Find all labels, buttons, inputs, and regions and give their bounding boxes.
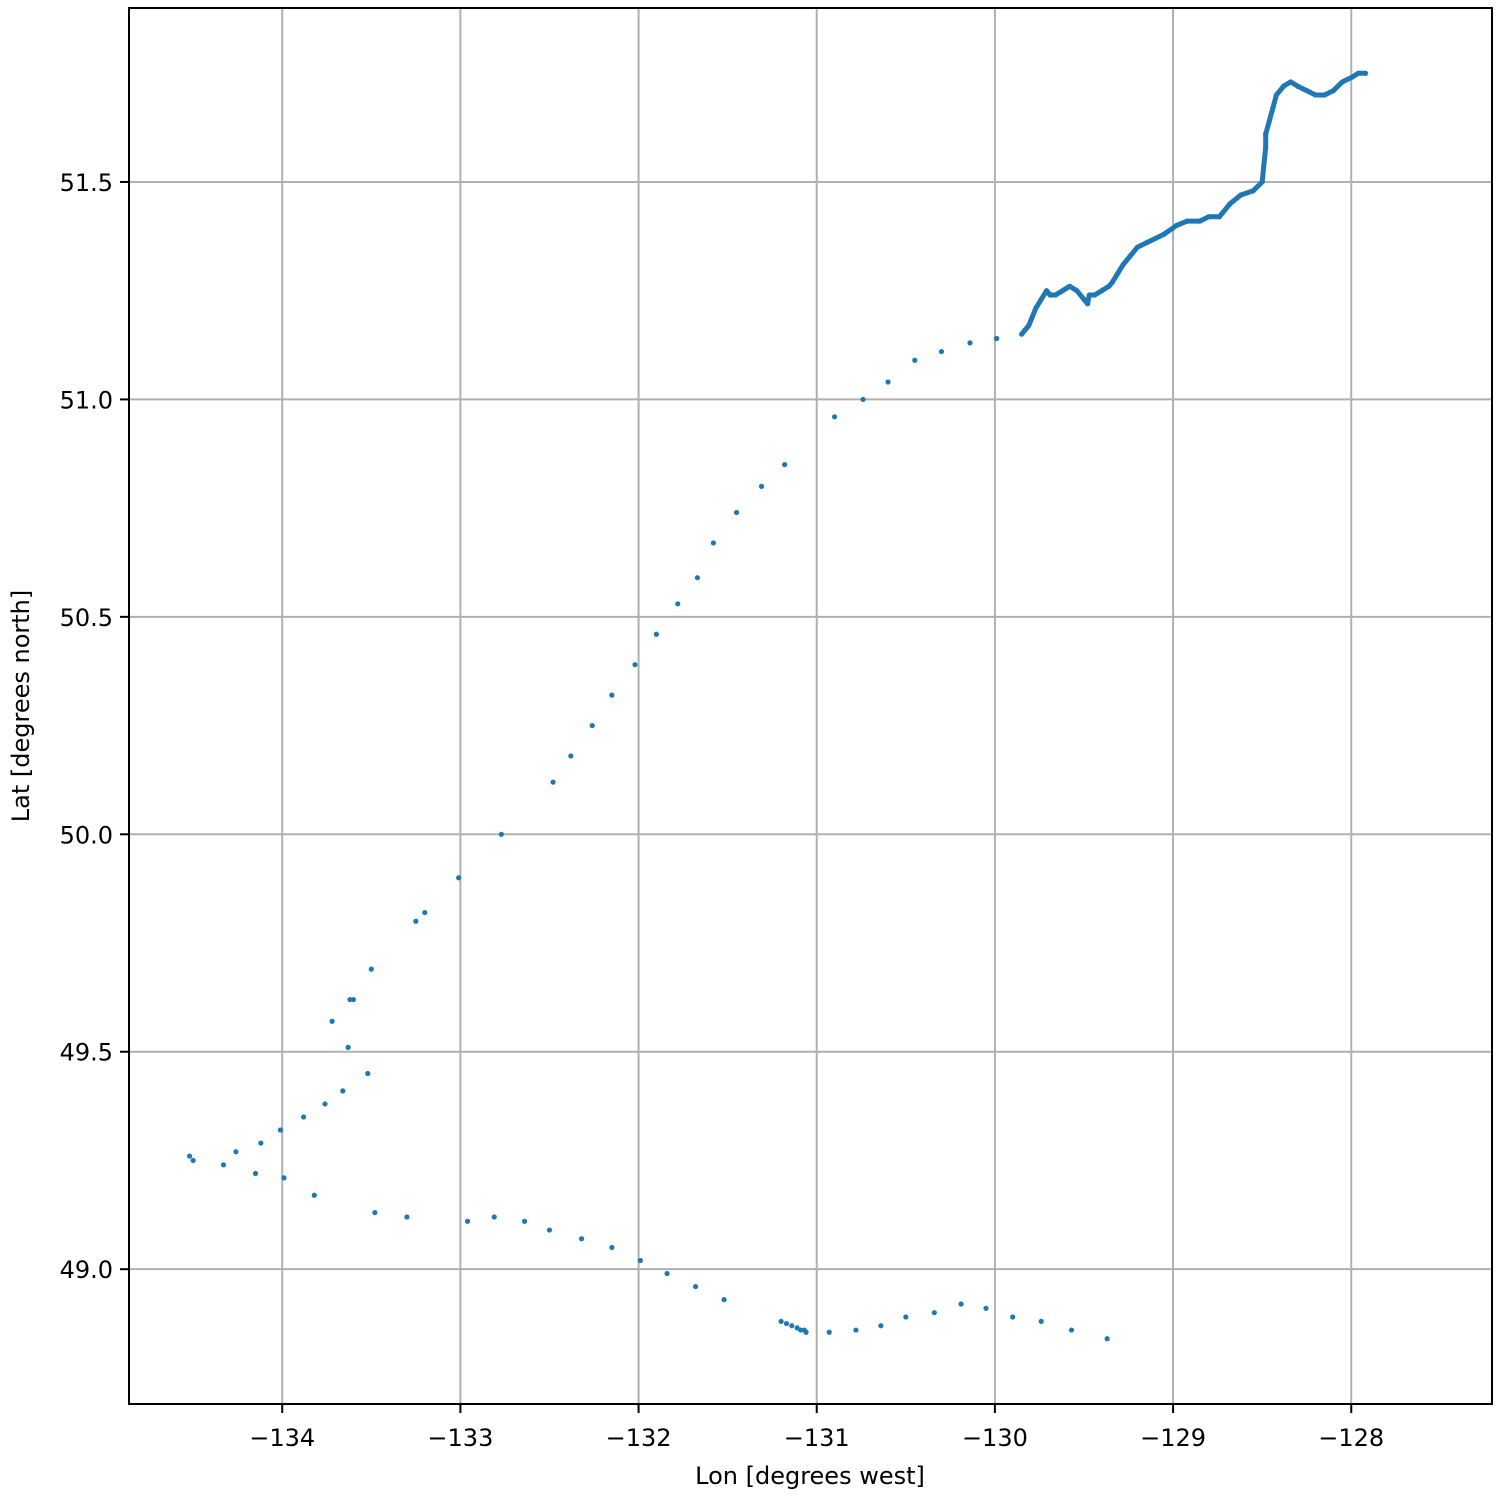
- data-point: [789, 1323, 795, 1329]
- data-point: [233, 1149, 239, 1155]
- x-tick-label: −134: [249, 1424, 315, 1452]
- data-point: [692, 1283, 699, 1290]
- x-tick-label: −129: [1140, 1424, 1206, 1452]
- data-point: [1068, 1327, 1075, 1333]
- data-point: [464, 1218, 471, 1224]
- data-point: [345, 1044, 351, 1050]
- data-point: [938, 348, 945, 355]
- data-point: [186, 1153, 193, 1159]
- data-point: [365, 1070, 371, 1077]
- data-point: [404, 1214, 410, 1220]
- data-point: [220, 1162, 227, 1168]
- data-point: [301, 1114, 307, 1120]
- data-point: [347, 996, 353, 1003]
- data-point: [798, 1327, 804, 1333]
- data-point: [258, 1140, 264, 1146]
- data-point: [190, 1157, 196, 1164]
- y-tick-label: 49.5: [60, 1039, 113, 1067]
- data-point: [632, 662, 638, 668]
- data-point: [1104, 1336, 1110, 1342]
- data-point: [568, 753, 574, 759]
- data-point: [967, 340, 973, 346]
- data-point: [277, 1127, 284, 1133]
- data-point: [329, 1018, 335, 1024]
- data-point: [609, 1244, 615, 1251]
- data-point: [413, 918, 419, 924]
- x-tick-label: −130: [962, 1424, 1028, 1452]
- data-point: [885, 379, 891, 385]
- data-point: [1010, 1314, 1016, 1320]
- data-point: [578, 1236, 585, 1242]
- data-point: [311, 1192, 317, 1198]
- data-point: [456, 875, 462, 881]
- data-point: [758, 483, 765, 489]
- data-point: [710, 540, 716, 546]
- y-tick-label: 50.5: [60, 604, 113, 632]
- data-point: [878, 1323, 884, 1329]
- data-point: [609, 692, 615, 698]
- data-point: [931, 1310, 937, 1316]
- data-point: [983, 1305, 989, 1311]
- data-point: [912, 357, 918, 363]
- x-tick-label: −132: [606, 1424, 672, 1452]
- x-tick-label: −128: [1318, 1424, 1384, 1452]
- data-point: [694, 575, 700, 581]
- data-point: [637, 1257, 643, 1264]
- data-point: [252, 1170, 259, 1177]
- data-point: [831, 414, 838, 420]
- data-point: [498, 831, 504, 837]
- data-point: [491, 1214, 497, 1220]
- data-points: [186, 70, 1369, 1342]
- x-axis-title: Lon [degrees west]: [695, 1462, 925, 1490]
- data-point: [994, 335, 1000, 342]
- y-tick-label: 51.0: [60, 386, 113, 414]
- data-point: [860, 396, 866, 403]
- data-point: [733, 509, 740, 516]
- dense-track-line: [1019, 70, 1366, 336]
- data-point: [350, 996, 357, 1003]
- data-point: [1038, 1318, 1044, 1324]
- plot-frame: [128, 7, 1493, 1405]
- y-tick-label: 51.5: [60, 169, 113, 197]
- data-point: [368, 966, 374, 972]
- x-tick-label: −131: [784, 1424, 850, 1452]
- x-axis-ticks: −134 −133 −132 −131 −130 −129 −128: [249, 1404, 1384, 1452]
- data-point: [550, 779, 556, 785]
- y-axis-ticks: 49.0 49.5 50.0 50.5 51.0 51.5: [60, 169, 129, 1284]
- data-point: [903, 1314, 909, 1320]
- data-point: [783, 1320, 790, 1327]
- data-point: [589, 722, 595, 729]
- data-point: [826, 1329, 832, 1335]
- data-point: [721, 1297, 727, 1303]
- data-point: [653, 631, 659, 637]
- data-point: [778, 1318, 784, 1324]
- data-point: [782, 462, 788, 468]
- data-point: [675, 601, 681, 607]
- data-point: [422, 909, 428, 916]
- data-point: [322, 1101, 328, 1107]
- data-point: [546, 1227, 553, 1233]
- y-tick-label: 49.0: [60, 1256, 113, 1284]
- data-point: [372, 1210, 378, 1216]
- data-point: [521, 1218, 528, 1224]
- grid-lines: [129, 8, 1492, 1404]
- y-tick-label: 50.0: [60, 821, 113, 849]
- data-point: [803, 1329, 809, 1335]
- data-point: [340, 1088, 346, 1094]
- data-point: [664, 1270, 670, 1277]
- data-point: [958, 1301, 964, 1307]
- data-point: [853, 1327, 859, 1333]
- data-point: [281, 1175, 287, 1181]
- y-axis-title: Lat [degrees north]: [7, 590, 35, 822]
- x-tick-label: −133: [427, 1424, 493, 1452]
